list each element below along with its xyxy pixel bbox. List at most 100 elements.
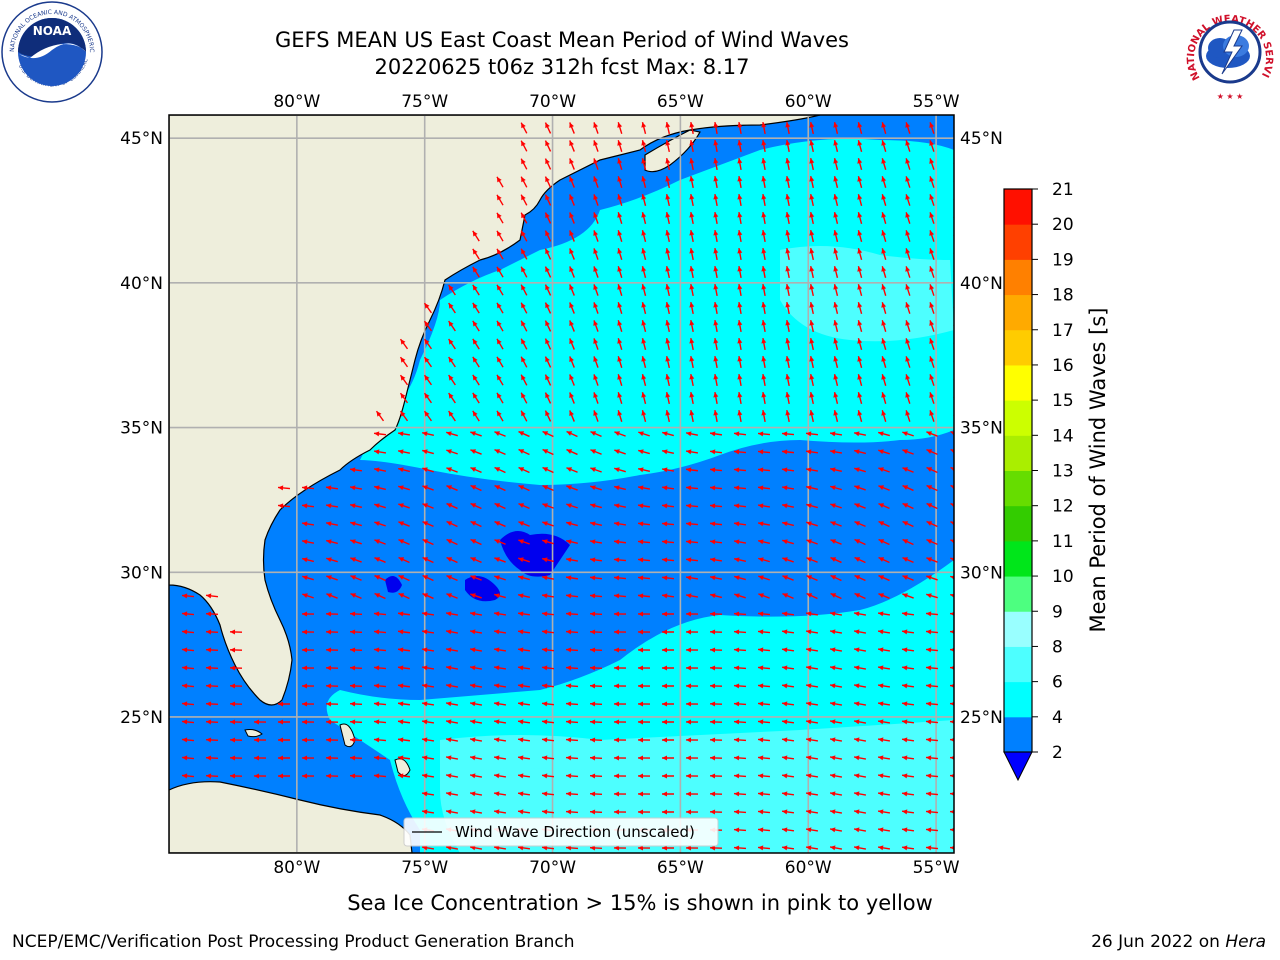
wind-arrow — [470, 557, 482, 563]
wind-arrow — [589, 791, 603, 797]
wind-arrow — [569, 338, 575, 350]
wind-arrow — [757, 827, 771, 833]
wind-arrow — [349, 611, 363, 617]
wind-arrow — [445, 719, 459, 725]
wind-arrow — [805, 629, 819, 635]
wind-arrow — [397, 629, 411, 635]
wind-arrow — [929, 320, 935, 332]
wind-arrow — [737, 373, 743, 387]
wind-arrow — [926, 575, 938, 581]
wind-arrow — [520, 140, 528, 152]
wind-arrow — [542, 430, 554, 438]
wind-arrow — [901, 809, 915, 815]
wind-arrow — [905, 176, 911, 188]
wind-arrow — [496, 248, 504, 260]
wind-arrow — [614, 485, 626, 491]
wind-arrow — [520, 356, 528, 368]
wind-arrow — [781, 449, 795, 455]
wind-arrow — [565, 629, 579, 635]
wind-arrow — [397, 683, 411, 689]
wind-arrow — [520, 284, 528, 296]
wind-arrow — [493, 701, 507, 707]
wind-arrow — [613, 593, 627, 599]
wind-arrow — [617, 374, 623, 386]
wind-arrow — [301, 611, 315, 617]
wind-arrow — [544, 356, 552, 368]
wind-arrow — [469, 773, 483, 779]
wind-arrow — [661, 773, 675, 779]
wind-arrow — [613, 737, 627, 743]
wind-arrow — [205, 683, 219, 689]
wind-arrow — [637, 719, 651, 725]
wind-arrow — [398, 592, 410, 600]
wind-arrow — [854, 449, 866, 455]
ocean-lt2-patch-3 — [385, 576, 402, 593]
wind-arrow — [901, 629, 915, 635]
wind-arrow — [229, 701, 243, 707]
wind-arrow — [421, 647, 435, 653]
wind-arrow — [374, 574, 386, 582]
wind-arrow — [809, 175, 815, 189]
wind-arrow — [470, 431, 482, 437]
wind-arrow — [641, 320, 647, 332]
wind-arrow — [878, 556, 890, 564]
noaa-logo: NATIONAL OCEANIC AND ATMOSPHERIC ADMINIS… — [0, 0, 103, 103]
wind-arrow — [805, 827, 819, 833]
wind-arrow — [737, 337, 743, 351]
wind-arrow — [881, 374, 887, 386]
wind-arrow — [617, 176, 623, 188]
wind-arrow — [926, 449, 938, 455]
wind-arrow — [494, 484, 506, 492]
wind-arrow — [569, 158, 575, 170]
wind-arrow — [665, 211, 671, 225]
wind-arrow — [565, 557, 579, 563]
wind-arrow — [689, 139, 695, 153]
wind-arrow — [520, 248, 528, 260]
wind-arrow — [709, 683, 723, 689]
wind-arrow — [829, 467, 843, 473]
wind-arrow — [638, 449, 650, 455]
wind-arrow — [785, 265, 791, 279]
wind-arrow — [349, 719, 363, 725]
wind-arrow — [929, 158, 935, 170]
wind-arrow — [617, 194, 623, 206]
wind-arrow — [569, 374, 575, 386]
wind-arrow — [902, 520, 914, 528]
wind-arrow — [448, 284, 456, 296]
wind-arrow — [949, 665, 954, 670]
wind-arrow — [589, 773, 603, 779]
wind-arrow — [541, 611, 555, 617]
wind-arrow — [541, 773, 555, 779]
wind-arrow — [253, 773, 267, 779]
wind-arrow — [617, 302, 623, 314]
wind-arrow — [781, 737, 795, 743]
wind-arrow — [950, 575, 954, 580]
wind-arrow — [398, 503, 410, 509]
lon-label-bottom: 55°W — [913, 858, 960, 878]
wind-arrow — [829, 629, 843, 635]
wind-arrow — [877, 647, 891, 653]
wind-arrow — [496, 356, 504, 368]
wind-arrow — [544, 266, 552, 278]
wind-arrow — [613, 791, 627, 797]
wind-arrow — [637, 485, 651, 491]
wind-arrow — [373, 701, 387, 707]
wind-arrow — [565, 737, 579, 743]
wind-arrow — [881, 176, 887, 188]
wind-arrow — [520, 338, 528, 350]
wind-arrow — [469, 719, 483, 725]
wind-arrow — [593, 302, 599, 314]
wind-arrow — [397, 755, 411, 761]
wind-arrow — [541, 737, 555, 743]
wind-arrow — [713, 193, 719, 207]
wind-arrow — [422, 556, 434, 564]
wind-arrow — [925, 845, 939, 851]
wind-arrow — [785, 175, 791, 189]
wind-arrow — [374, 521, 386, 527]
wind-arrow — [593, 338, 599, 350]
wind-arrow — [593, 392, 599, 404]
wind-arrow — [569, 230, 575, 242]
wind-arrow — [617, 392, 623, 404]
wind-arrow — [881, 392, 887, 404]
wind-arrow — [709, 629, 723, 635]
